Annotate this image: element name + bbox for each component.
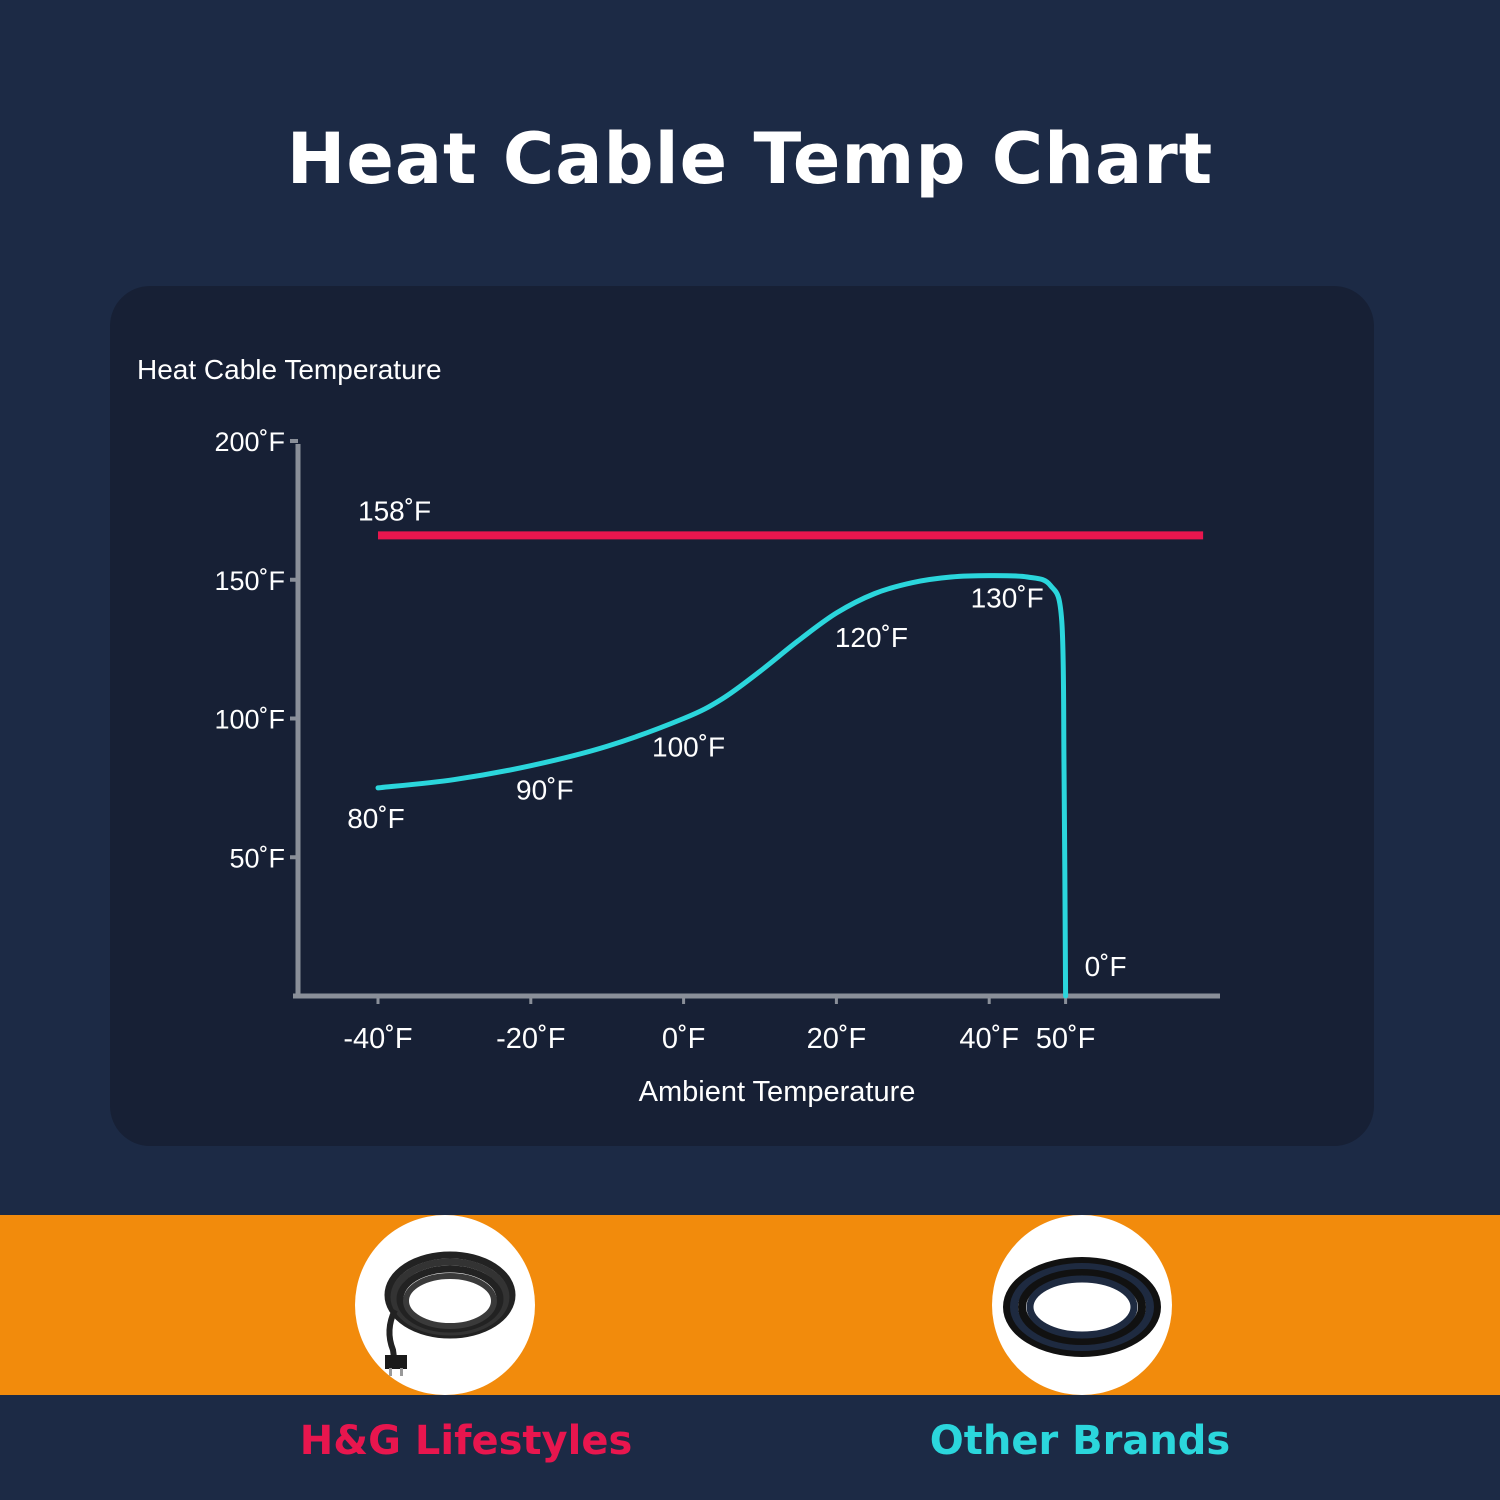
y-tick-label: 100˚F: [214, 705, 285, 735]
hg-product-image: [355, 1215, 535, 1395]
line-chart: Heat Cable Temperature 200˚F 150˚F 100˚F 50…: [137, 354, 1220, 1108]
curve-data-label: 130˚F: [971, 583, 1044, 614]
x-tick-label: 20˚F: [807, 1023, 867, 1055]
other-product-image: [992, 1215, 1172, 1395]
cable-coil-icon: [1003, 1257, 1161, 1357]
heat-cable-curve: [375, 573, 1069, 999]
y-tick-label: 150˚F: [214, 566, 285, 596]
heat-cable-coil-icon: [384, 1251, 516, 1376]
x-tick-label: 40˚F: [959, 1023, 1019, 1055]
x-tick-label: -40˚F: [343, 1023, 412, 1055]
curve-data-label: 90˚F: [516, 775, 574, 806]
comparison-band: [0, 1215, 1500, 1395]
chart-panel: Heat Cable Temperature 200˚F 150˚F 100˚F 50…: [110, 286, 1374, 1146]
curve-data-label: 100˚F: [652, 732, 725, 763]
x-axis-title: Ambient Temperature: [639, 1076, 916, 1108]
x-tick-label: 0˚F: [662, 1023, 706, 1055]
max-temperature-label: 158˚F: [358, 495, 431, 526]
x-tick-label: -20˚F: [496, 1023, 565, 1055]
y-axis-title: Heat Cable Temperature: [137, 354, 442, 385]
curve-data-label: 120˚F: [835, 622, 908, 653]
hg-lifestyles-label: H&G Lifestyles: [299, 1418, 633, 1464]
y-tick-label: 200˚F: [214, 427, 285, 457]
curve-data-label: 0˚F: [1085, 951, 1127, 982]
x-tick-label: 50˚F: [1036, 1023, 1096, 1055]
page-title: Heat Cable Temp Chart: [286, 118, 1214, 200]
y-tick-label: 50˚F: [229, 843, 285, 873]
other-brands-label: Other Brands: [929, 1418, 1231, 1464]
curve-data-label: 80˚F: [347, 803, 405, 834]
